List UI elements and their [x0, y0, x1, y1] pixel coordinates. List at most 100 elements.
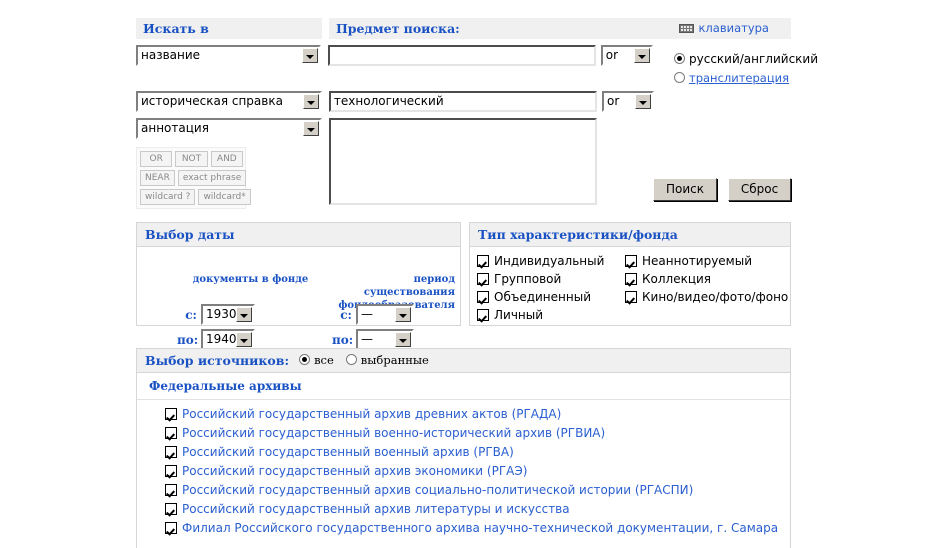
checkbox-merged[interactable]	[477, 291, 489, 303]
chevron-down-icon[interactable]	[395, 332, 411, 347]
archive-label-rgali[interactable]: Российский государственный архив литерат…	[182, 501, 570, 516]
archive-row[interactable]: Российский государственный архив экономи…	[137, 461, 790, 480]
checkbox-row[interactable]: Индивидуальный	[477, 252, 625, 270]
chevron-down-icon[interactable]	[302, 48, 319, 63]
archive-row[interactable]: Российский государственный военный архив…	[137, 442, 790, 461]
search-in-select-3-value: аннотация	[141, 121, 209, 135]
keyboard-link-label[interactable]: клавиатура	[698, 21, 769, 35]
header-search-subject: Предмет поиска:	[328, 18, 599, 39]
archive-row[interactable]: Российский государственный военно-истори…	[137, 423, 790, 442]
row-spacer	[321, 45, 328, 66]
operator-key-not[interactable]: NOT	[175, 151, 208, 167]
search-in-select-2[interactable]: историческая справка	[136, 91, 322, 112]
chevron-down-icon[interactable]	[303, 121, 320, 136]
checkbox-row[interactable]: Объединенный	[477, 288, 625, 306]
checkbox-row[interactable]: Групповой	[477, 270, 625, 288]
checkbox-media-label: Кино/видео/фото/фоно	[642, 290, 789, 304]
checkbox-archive-rgvia[interactable]	[165, 426, 177, 439]
chevron-down-icon[interactable]	[303, 94, 319, 109]
language-option-transliteration-label[interactable]: транслитерация	[689, 71, 790, 85]
search-row-1: название or русский/английский транс	[136, 45, 818, 85]
date-col2-from-label: с:	[340, 307, 352, 322]
fund-type-column-1: Индивидуальный Групповой Объединенный Ли…	[477, 252, 625, 324]
search-in-select-3[interactable]: аннотация	[136, 118, 323, 139]
operator-key-and[interactable]: AND	[210, 151, 243, 167]
operator-keys-panel: OR NOT AND NEAR exact phrase wildcard ? …	[136, 147, 251, 209]
radio-transliteration[interactable]	[674, 72, 685, 83]
checkbox-archive-rgada[interactable]	[165, 407, 177, 420]
keyboard-link-bar[interactable]: клавиатура	[657, 18, 791, 39]
sources-panel-header: Выбор источников: все выбранные	[137, 349, 790, 373]
sources-option-all[interactable]: все	[299, 353, 334, 368]
date-col1-from-row: с: 1930	[177, 304, 255, 325]
search-button[interactable]: Поиск	[653, 178, 718, 201]
checkbox-individual[interactable]	[477, 255, 489, 267]
radio-sources-all[interactable]	[299, 354, 311, 365]
archive-row[interactable]: Российский государственный архив социаль…	[137, 480, 790, 499]
checkbox-unannotated-label: Неаннотируемый	[642, 254, 753, 268]
checkbox-row[interactable]: Неаннотируемый	[625, 252, 773, 270]
archive-label-rgantd-samara[interactable]: Филиал Российского государственного архи…	[182, 520, 779, 535]
date-col1-from-value: 1930	[206, 307, 237, 321]
search-subject-input-1[interactable]	[328, 45, 597, 66]
date-col2-from-select[interactable]: —	[356, 304, 414, 325]
checkbox-archive-rgantd-samara[interactable]	[165, 521, 177, 534]
fund-type-checkbox-grid: Индивидуальный Групповой Объединенный Ли…	[470, 247, 790, 324]
date-col1-from-select[interactable]: 1930	[201, 304, 255, 325]
operator-select-2-value: or	[607, 94, 620, 108]
date-col1-to-row: по: 1940	[177, 329, 255, 350]
archive-label-rgada[interactable]: Российский государственный архив древних…	[182, 406, 562, 421]
chevron-down-icon[interactable]	[635, 94, 652, 109]
radio-russian-english[interactable]	[674, 53, 685, 64]
operator-select-2[interactable]: or	[602, 91, 655, 112]
checkbox-personal[interactable]	[477, 309, 489, 321]
reset-button[interactable]: Сброс	[727, 178, 792, 201]
date-col2-to-select[interactable]: —	[356, 329, 414, 350]
checkbox-collection[interactable]	[625, 273, 637, 285]
checkbox-row[interactable]: Личный	[477, 306, 625, 324]
checkbox-row[interactable]: Коллекция	[625, 270, 773, 288]
radio-sources-selected[interactable]	[345, 354, 357, 365]
search-form-header-row: Искать в Предмет поиска: клавиатура	[136, 18, 791, 39]
operator-key-wildcard-question[interactable]: wildcard ?	[140, 189, 196, 205]
language-option-russian-english[interactable]: русский/английский	[656, 52, 818, 66]
date-col2-from-value: —	[361, 307, 373, 321]
operator-keys-row: NEAR exact phrase	[140, 170, 247, 186]
fund-type-panel-title: Тип характеристики/фонда	[470, 223, 790, 247]
date-col1-from-label: с:	[185, 307, 197, 322]
archive-row[interactable]: Российский государственный архив литерат…	[137, 499, 790, 518]
archive-row[interactable]: Российский государственный архив древних…	[137, 404, 790, 423]
language-option-russian-english-label: русский/английский	[689, 52, 819, 66]
operator-key-exact-phrase[interactable]: exact phrase	[177, 170, 247, 186]
chevron-down-icon[interactable]	[395, 307, 411, 322]
date-col1-to-select[interactable]: 1940	[201, 329, 255, 350]
operator-select-1-value: or	[605, 48, 619, 62]
sources-option-selected[interactable]: выбранные	[345, 353, 429, 368]
checkbox-archive-rgaspi[interactable]	[165, 483, 177, 496]
operator-key-wildcard-star[interactable]: wildcard*	[198, 189, 251, 205]
search-subject-textarea-3[interactable]	[328, 118, 597, 205]
language-options: русский/английский транслитерация	[656, 45, 818, 85]
operator-key-near[interactable]: NEAR	[140, 170, 175, 186]
search-in-select-1[interactable]: название	[136, 45, 322, 66]
archive-row[interactable]: Филиал Российского государственного архи…	[137, 518, 790, 537]
checkbox-media[interactable]	[625, 291, 637, 303]
archive-label-rgvia[interactable]: Российский государственный военно-истори…	[182, 425, 606, 440]
chevron-down-icon[interactable]	[236, 332, 252, 347]
checkbox-archive-rgali[interactable]	[165, 502, 177, 515]
archive-label-rgva[interactable]: Российский государственный военный архив…	[182, 444, 514, 459]
chevron-down-icon[interactable]	[633, 48, 650, 63]
operator-select-1[interactable]: or	[600, 45, 653, 66]
checkbox-unannotated[interactable]	[625, 255, 637, 267]
language-option-transliteration[interactable]: транслитерация	[656, 71, 791, 85]
chevron-down-icon[interactable]	[236, 307, 252, 322]
archive-label-rgaspi[interactable]: Российский государственный архив социаль…	[182, 482, 694, 497]
checkbox-group[interactable]	[477, 273, 489, 285]
search-subject-input-2[interactable]: технологический	[328, 91, 597, 112]
checkbox-archive-rgae[interactable]	[165, 464, 177, 477]
checkbox-row[interactable]: Кино/видео/фото/фоно	[625, 288, 788, 306]
archive-label-rgae[interactable]: Российский государственный архив экономи…	[182, 463, 528, 478]
operator-key-or[interactable]: OR	[140, 151, 173, 167]
date-panel-body: документы в фонде период существования ф…	[137, 247, 460, 350]
checkbox-archive-rgva[interactable]	[165, 445, 177, 458]
